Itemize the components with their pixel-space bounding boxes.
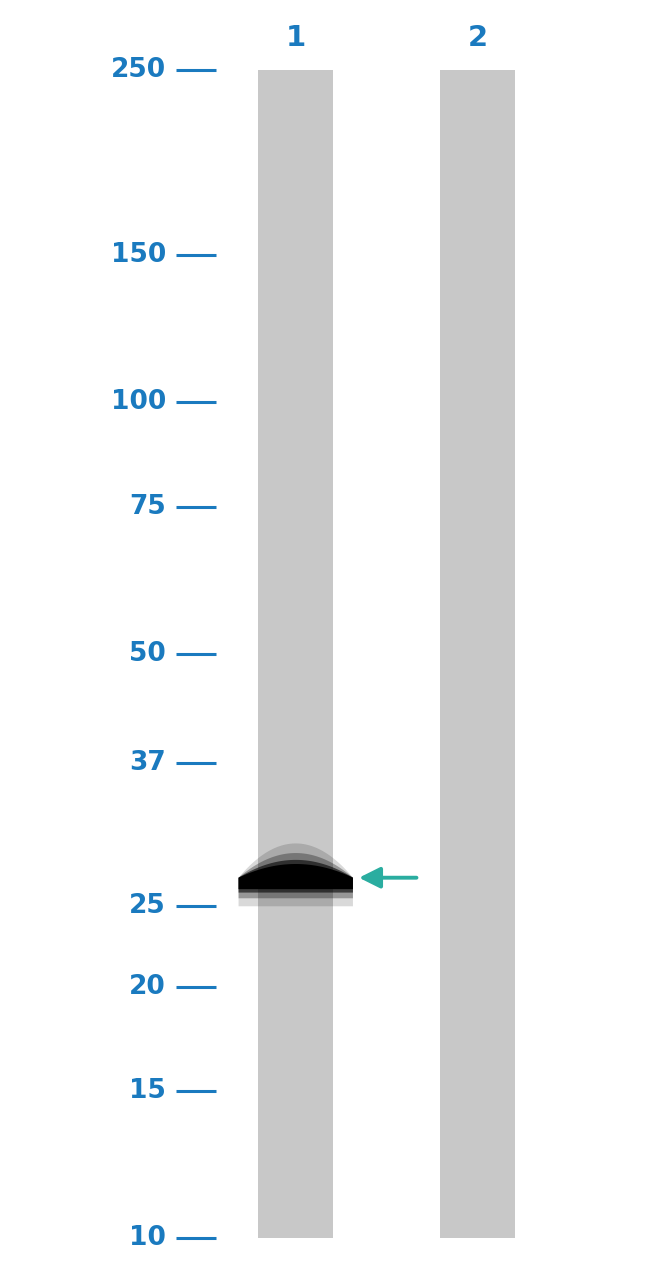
Text: 25: 25 xyxy=(129,893,166,918)
Text: 100: 100 xyxy=(111,390,166,415)
Text: 1: 1 xyxy=(285,24,306,52)
Text: 37: 37 xyxy=(129,751,166,776)
Text: 15: 15 xyxy=(129,1078,166,1104)
Text: 150: 150 xyxy=(111,243,166,268)
Bar xyxy=(441,70,515,1238)
Text: 50: 50 xyxy=(129,641,166,667)
PathPatch shape xyxy=(239,853,353,898)
Bar xyxy=(259,70,333,1238)
PathPatch shape xyxy=(239,843,353,907)
Text: 10: 10 xyxy=(129,1226,166,1251)
Text: 2: 2 xyxy=(468,24,488,52)
PathPatch shape xyxy=(239,860,353,893)
Text: 20: 20 xyxy=(129,974,166,999)
Text: 250: 250 xyxy=(111,57,166,83)
Text: 75: 75 xyxy=(129,494,166,519)
PathPatch shape xyxy=(239,864,353,889)
